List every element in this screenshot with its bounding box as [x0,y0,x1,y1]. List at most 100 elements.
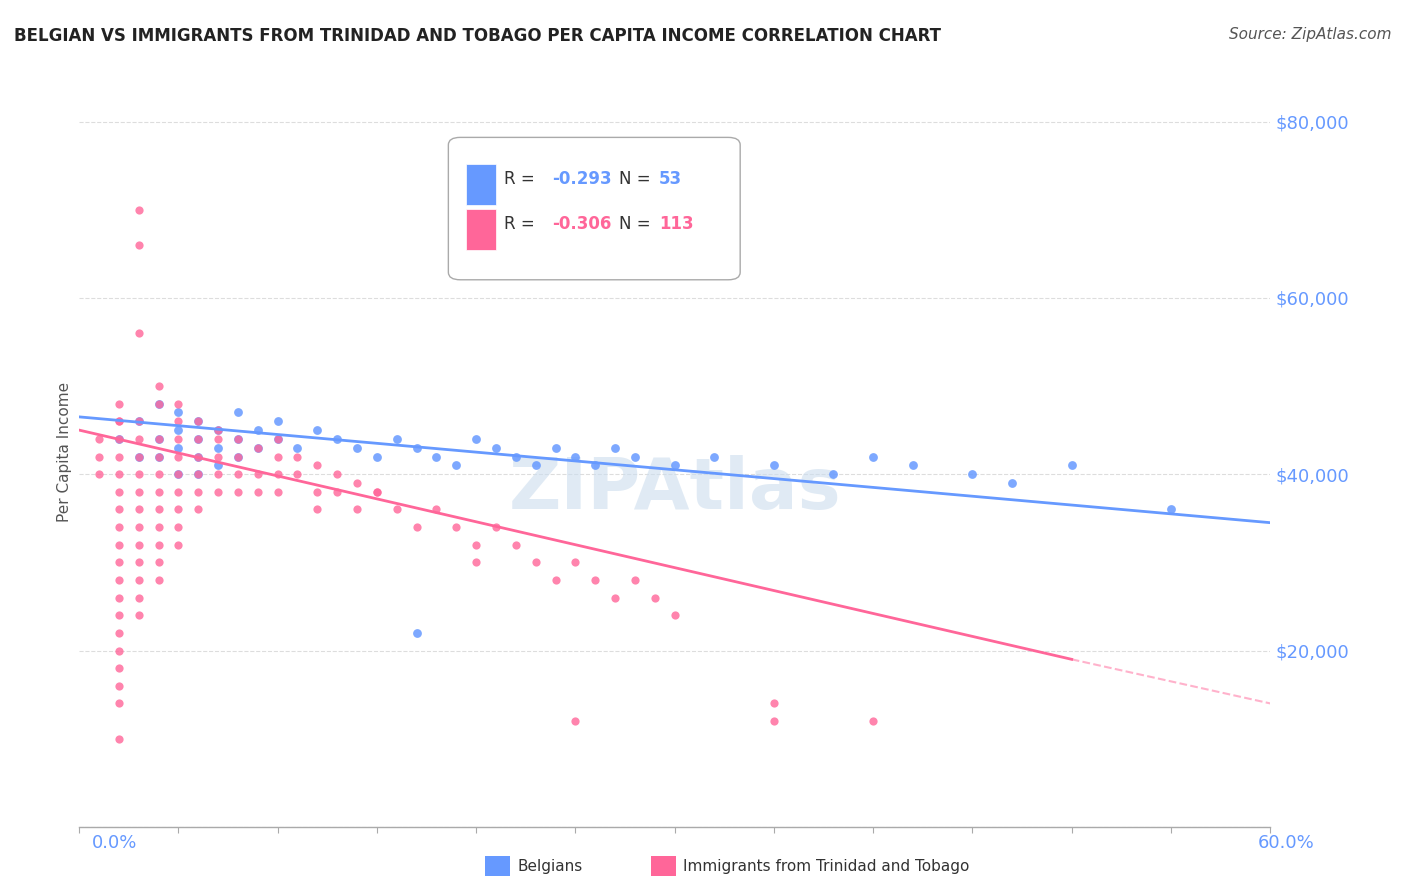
Point [287,450,309,464]
Point [108,450,131,464]
Text: N =: N = [619,169,655,187]
Point [108,661,131,675]
Point [1060,458,1083,473]
Point [167,450,190,464]
Point [167,405,190,419]
Point [346,502,368,516]
Text: 0.0%: 0.0% [91,834,136,852]
Point [962,467,984,482]
Point [425,450,447,464]
Point [87,450,110,464]
Point [266,450,288,464]
Point [148,432,170,446]
Point [108,697,131,711]
Text: -0.306: -0.306 [553,215,612,233]
Point [564,555,586,569]
Point [87,467,110,482]
Point [128,520,150,534]
Point [246,423,269,437]
Point [108,484,131,499]
Point [108,731,131,746]
Point [207,441,229,455]
Point [167,423,190,437]
Point [266,432,288,446]
Point [465,555,488,569]
Text: R =: R = [505,169,540,187]
Point [307,423,329,437]
Point [167,502,190,516]
Point [246,441,269,455]
Point [862,450,884,464]
Point [326,484,349,499]
Point [405,441,427,455]
Point [108,432,131,446]
Point [167,432,190,446]
Point [624,573,647,587]
Point [187,450,209,464]
Point [167,441,190,455]
Point [108,555,131,569]
Point [148,397,170,411]
Point [148,538,170,552]
Point [226,467,249,482]
Point [246,441,269,455]
Point [385,502,408,516]
Point [762,697,785,711]
Point [108,626,131,640]
Text: Immigrants from Trinidad and Tobago: Immigrants from Trinidad and Tobago [683,859,970,873]
Point [1160,502,1182,516]
Point [505,450,527,464]
Point [148,467,170,482]
Point [307,502,329,516]
Point [148,397,170,411]
Point [128,484,150,499]
Point [167,397,190,411]
Point [128,202,150,217]
Point [226,432,249,446]
Point [524,555,547,569]
Text: -0.293: -0.293 [553,169,612,187]
Text: N =: N = [619,215,655,233]
Point [167,414,190,428]
Point [148,484,170,499]
Point [128,326,150,340]
Point [128,414,150,428]
Point [128,414,150,428]
Point [603,591,626,605]
Point [762,458,785,473]
Text: BELGIAN VS IMMIGRANTS FROM TRINIDAD AND TOBAGO PER CAPITA INCOME CORRELATION CHA: BELGIAN VS IMMIGRANTS FROM TRINIDAD AND … [14,27,941,45]
Point [187,467,209,482]
Point [128,538,150,552]
Point [187,450,209,464]
Point [167,467,190,482]
Point [207,423,229,437]
Point [128,238,150,252]
Point [108,467,131,482]
Point [823,467,845,482]
Point [108,397,131,411]
Bar [467,209,496,250]
Point [207,450,229,464]
Point [167,520,190,534]
Point [167,538,190,552]
Y-axis label: Per Capita Income: Per Capita Income [58,382,72,522]
Point [207,432,229,446]
Point [226,450,249,464]
Point [366,484,388,499]
Point [901,458,924,473]
Point [583,458,606,473]
Point [465,432,488,446]
Point [226,450,249,464]
Point [326,467,349,482]
Point [664,608,686,623]
Point [366,450,388,464]
Point [485,520,508,534]
Point [524,458,547,473]
Point [583,573,606,587]
Point [128,555,150,569]
Point [108,608,131,623]
Text: ZIPAtlas: ZIPAtlas [509,455,841,524]
Text: 53: 53 [659,169,682,187]
Point [187,432,209,446]
Point [148,450,170,464]
